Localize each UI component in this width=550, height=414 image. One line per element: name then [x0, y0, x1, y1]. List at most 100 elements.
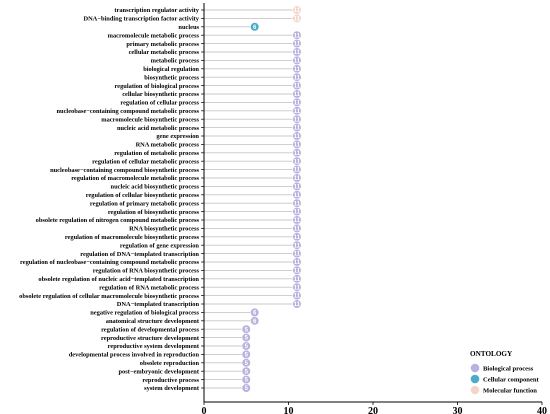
term-label: regulation of primary metabolic process: [90, 200, 200, 207]
term-label: reproductive process: [142, 377, 199, 384]
data-point-label: 5: [245, 361, 249, 367]
data-point-label: 11: [294, 302, 301, 308]
x-tick-label: 40: [537, 406, 547, 414]
term-label: regulation of DNA−templated transcriptio…: [80, 251, 199, 258]
term-label: obsolete reproduction: [140, 360, 200, 367]
data-point-label: 11: [294, 210, 301, 216]
data-point-label: 11: [294, 92, 301, 98]
data-point-label: 11: [294, 269, 301, 275]
legend-title: ONTOLOGY: [470, 350, 513, 358]
term-label: nucleobase−containing compound biosynthe…: [50, 167, 199, 174]
legend-label: Molecular function: [483, 387, 537, 394]
legend-swatch: [470, 385, 480, 395]
term-label: nucleus: [178, 24, 199, 31]
term-label: regulation of cellular process: [120, 100, 199, 107]
term-label: regulation of metabolic process: [114, 150, 199, 157]
x-tick-label: 10: [284, 406, 294, 414]
term-label: DNA−binding transcription factor activit…: [83, 16, 199, 23]
x-tick-label: 0: [202, 406, 207, 414]
data-point-label: 5: [245, 327, 249, 333]
term-label: regulation of gene expression: [120, 242, 200, 249]
data-point-label: 11: [294, 50, 301, 56]
term-label: transcription regulator activity: [114, 7, 199, 14]
term-label: reproductive system development: [108, 343, 200, 350]
data-point-label: 11: [294, 134, 301, 140]
data-point: [241, 383, 251, 393]
term-labels-layer: transcription regulator activity DNA−bind…: [19, 7, 200, 392]
term-label: biological regulation: [143, 66, 199, 73]
term-label: RNA biosynthetic process: [129, 226, 199, 233]
term-label: anatomical structure development: [106, 318, 200, 325]
term-label: regulation of RNA biosynthetic process: [93, 268, 200, 275]
data-point: [292, 13, 302, 23]
data-point-label: 11: [294, 277, 301, 283]
term-label: cellular biosynthetic process: [122, 91, 199, 98]
data-point-label: 11: [294, 8, 301, 14]
term-label: system development: [144, 385, 200, 392]
term-label: developmental process involved in reprod…: [69, 352, 200, 359]
data-point: [250, 22, 260, 32]
x-axis-ticks: 0 10 20 30 40: [202, 402, 547, 414]
data-point-label: 11: [294, 143, 301, 149]
term-label: regulation of RNA metabolic process: [99, 284, 199, 291]
data-point-label: 5: [245, 378, 249, 384]
data-point-label: 11: [294, 101, 301, 107]
term-label: regulation of biological process: [115, 83, 200, 90]
term-label: primary metabolic process: [126, 41, 199, 48]
data-point-label: 11: [294, 151, 301, 157]
data-point-label: 11: [294, 235, 301, 241]
data-point-label: 5: [245, 336, 249, 342]
term-label: cellular metabolic process: [129, 49, 200, 56]
data-point-label: 11: [294, 294, 301, 300]
data-point-label: 11: [294, 252, 301, 258]
term-label: post−embryonic development: [118, 368, 199, 375]
legend-swatch: [470, 374, 480, 384]
data-point-label: 6: [253, 319, 257, 325]
term-label: regulation of biosynthetic process: [108, 209, 200, 216]
term-label: RNA metabolic process: [136, 142, 200, 149]
data-point-label: 11: [294, 75, 301, 81]
term-label: metabolic process: [151, 58, 200, 65]
term-label: regulation of macromolecule metabolic pr…: [71, 175, 199, 182]
data-point-label: 11: [294, 227, 301, 233]
term-label: nucleic acid biosynthetic process: [111, 184, 200, 191]
term-label: nucleic acid metabolic process: [117, 125, 200, 132]
axes-layer: [201, 3, 542, 403]
data-point-label: 11: [294, 42, 301, 48]
data-point-label: 11: [294, 84, 301, 90]
data-point-label: 11: [294, 159, 301, 165]
data-point-label: 11: [294, 168, 301, 174]
data-point-label: 5: [245, 353, 249, 359]
term-label: biosynthetic process: [144, 74, 199, 81]
data-point-label: 11: [294, 218, 301, 224]
data-point-label: 11: [294, 185, 301, 191]
dots-layer: 11 11 6 11 11 11 11 11 11 11 11 11 11 11 11 11 11 11 11 11 1…: [241, 5, 302, 393]
term-label: regulation of cellular biosynthetic proc…: [86, 192, 200, 199]
data-point-label: 11: [294, 59, 301, 65]
data-point-label: 11: [294, 126, 301, 132]
data-point-label: 11: [294, 243, 301, 249]
term-label: macromolecule biosynthetic process: [101, 116, 199, 123]
data-point-label: 6: [253, 311, 257, 317]
data-point: [250, 316, 260, 326]
data-point-label: 11: [294, 109, 301, 115]
data-point-label: 11: [294, 33, 301, 39]
term-label: regulation of macromolecule biosynthetic…: [65, 234, 200, 241]
data-point: [292, 299, 302, 309]
stems-layer: [204, 9, 297, 389]
data-point-label: 6: [253, 25, 257, 31]
legend-label: Biological process: [483, 365, 534, 372]
term-label: obsolete regulation of nucleic acid−temp…: [38, 276, 199, 283]
data-point-label: 11: [294, 260, 301, 266]
data-point-label: 11: [294, 17, 301, 23]
x-tick-label: 30: [453, 406, 463, 414]
data-point-label: 5: [245, 369, 249, 375]
data-point-label: 5: [245, 344, 249, 350]
term-label: regulation of cellular metabolic process: [92, 158, 199, 165]
term-label: DNA−templated transcription: [117, 301, 200, 308]
data-point-label: 11: [294, 67, 301, 73]
data-point-label: 11: [294, 201, 301, 207]
legend-label: Cellular component: [483, 376, 540, 383]
term-label: obsolete regulation of nitrogen compound…: [36, 217, 200, 224]
